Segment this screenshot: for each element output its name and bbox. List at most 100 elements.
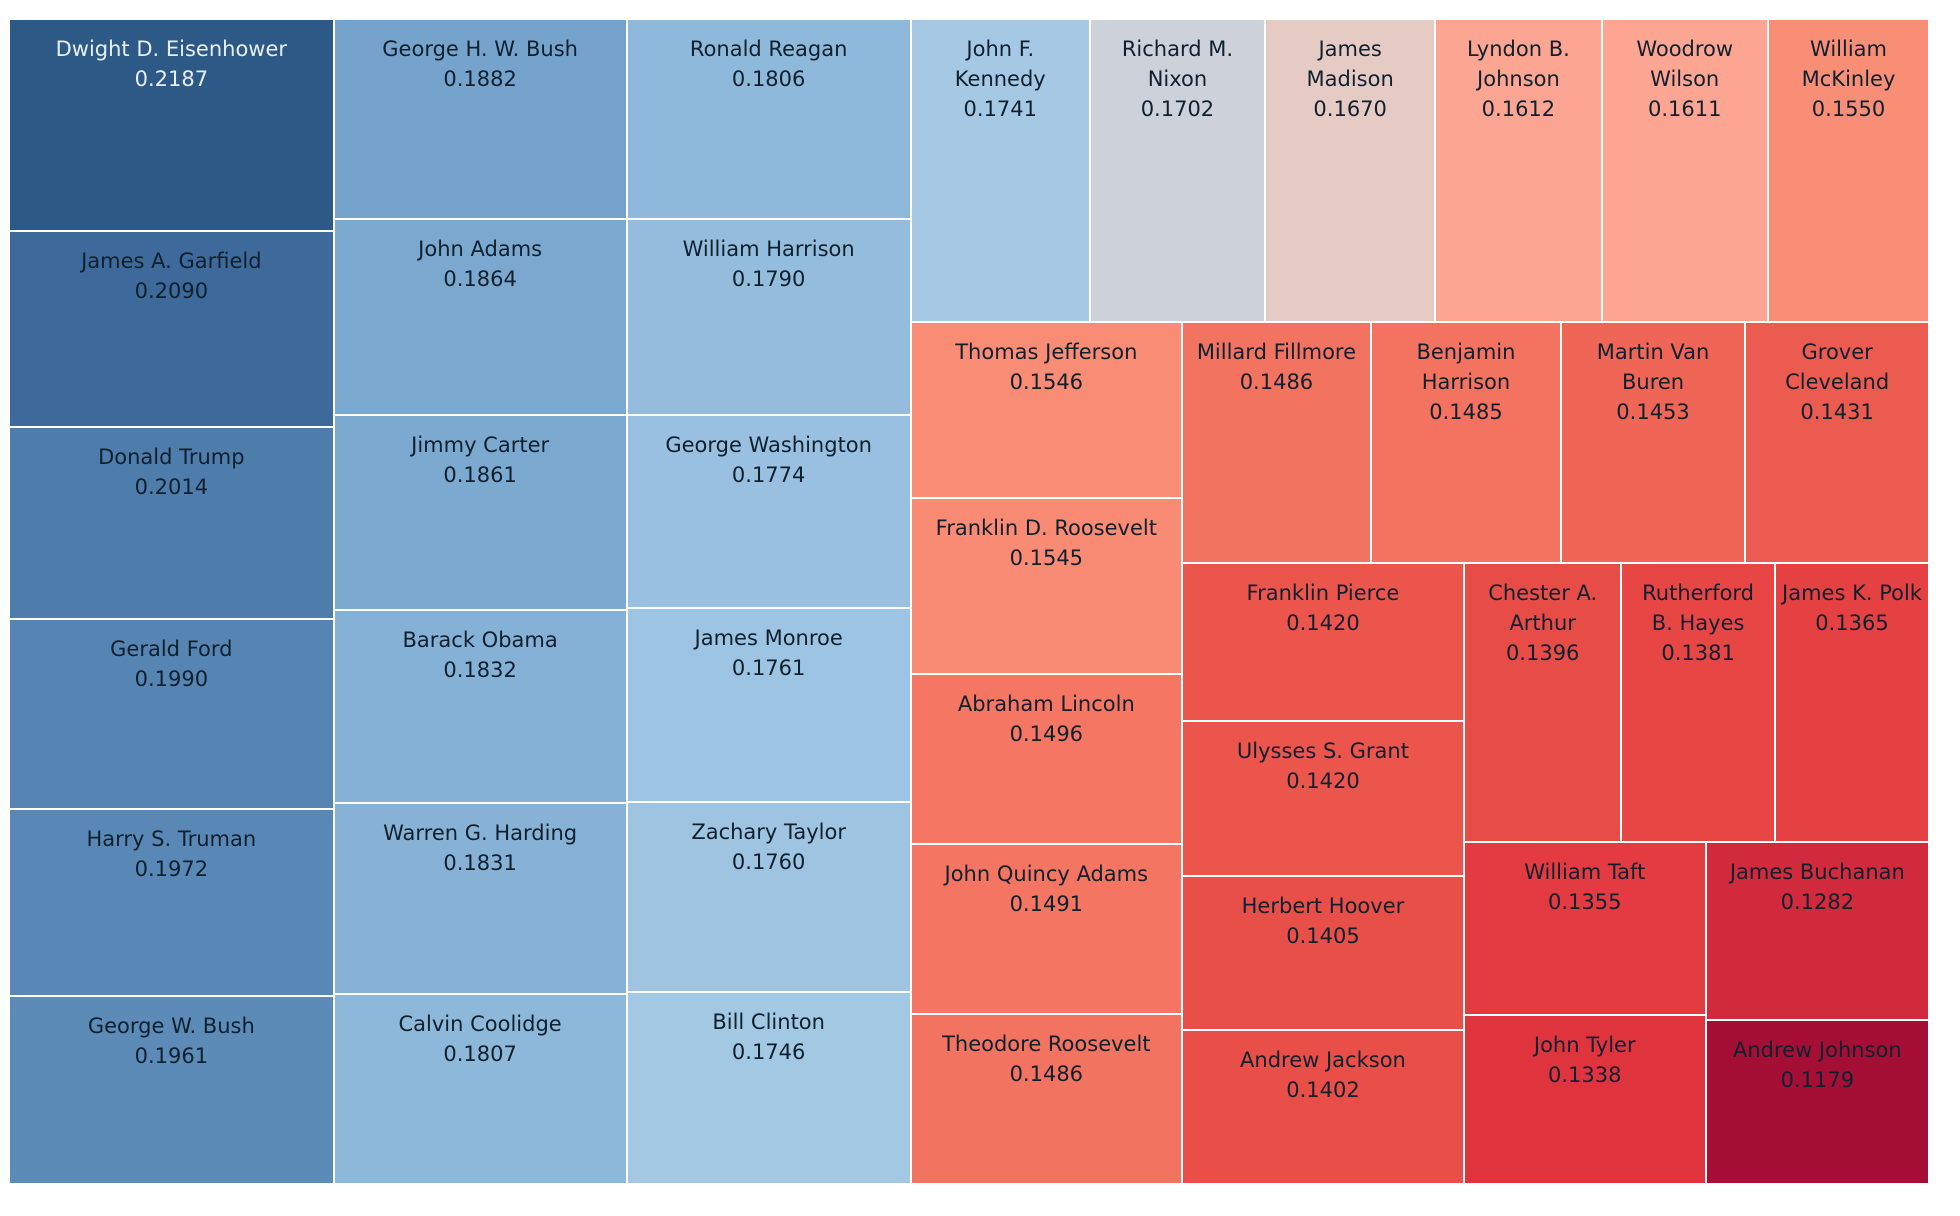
- tile-george-w-bush[interactable]: George W. Bush 0.1961: [10, 996, 335, 1185]
- tile-jimmy-carter[interactable]: Jimmy Carter 0.1861: [334, 415, 628, 612]
- president-name: Franklin Pierce: [1246, 581, 1400, 606]
- tile-label: Donald Trump 0.2014: [10, 428, 333, 502]
- tile-ulysses-s-grant[interactable]: Ulysses S. Grant 0.1420: [1182, 722, 1465, 877]
- president-name: Dwight D. Eisenhower: [55, 37, 288, 61]
- tile-bill-clinton[interactable]: Bill Clinton 0.1746: [627, 993, 912, 1185]
- tile-label: Barack Obama 0.1832: [335, 611, 626, 685]
- tile-john-adams[interactable]: John Adams 0.1864: [334, 220, 628, 416]
- tile-richard-m-nixon[interactable]: Richard M. Nixon 0.1702: [1090, 20, 1267, 323]
- treemap-chart: Dwight D. Eisenhower 0.2187 James A. Garfi…: [10, 20, 1950, 1208]
- tile-george-h-w-bush[interactable]: George H. W. Bush 0.1882: [334, 20, 628, 221]
- tile-james-madison[interactable]: James Madison 0.1670: [1266, 20, 1437, 323]
- president-value: 0.1761: [731, 656, 806, 681]
- tile-abraham-lincoln[interactable]: Abraham Lincoln 0.1496: [911, 674, 1183, 845]
- president-name: Jimmy Carter: [411, 432, 550, 457]
- tile-george-washington[interactable]: George Washington 0.1774: [627, 415, 912, 610]
- tile-label: Dwight D. Eisenhower 0.2187: [10, 20, 333, 94]
- tile-james-k-polk[interactable]: James K. Polk 0.1365: [1775, 564, 1931, 843]
- tile-james-buchanan[interactable]: James Buchanan 0.1282: [1706, 842, 1931, 1022]
- tile-john-tyler[interactable]: John Tyler 0.1338: [1465, 1015, 1707, 1185]
- president-value: 0.2014: [134, 475, 209, 500]
- tile-woodrow-wilson[interactable]: Woodrow Wilson 0.1611: [1602, 20, 1769, 323]
- president-value: 0.1496: [1009, 721, 1084, 746]
- tile-martin-van-buren[interactable]: Martin Van Buren 0.1453: [1562, 322, 1747, 565]
- president-name: Millard Fillmore: [1196, 339, 1357, 364]
- president-value: 0.1338: [1548, 1062, 1622, 1087]
- tile-warren-g-harding[interactable]: Warren G. Harding 0.1831: [334, 803, 628, 996]
- president-value: 0.1486: [1009, 1061, 1084, 1086]
- tile-john-f-kennedy[interactable]: John F. Kennedy 0.1741: [911, 20, 1091, 323]
- president-value: 0.1864: [443, 267, 517, 292]
- tile-barack-obama[interactable]: Barack Obama 0.1832: [334, 611, 628, 804]
- tile-william-taft[interactable]: William Taft 0.1355: [1465, 842, 1707, 1016]
- tile-label: Calvin Coolidge 0.1807: [335, 995, 626, 1069]
- tile-dwight-d-eisenhower[interactable]: Dwight D. Eisenhower 0.2187: [10, 20, 335, 232]
- president-name: Barack Obama: [402, 628, 558, 653]
- president-name: George H. W. Bush: [382, 37, 578, 61]
- tile-benjamin-harrison[interactable]: Benjamin Harrison 0.1485: [1371, 322, 1562, 565]
- tile-rutherford-b-hayes[interactable]: Rutherford B. Hayes 0.1381: [1622, 564, 1776, 843]
- tile-chester-a-arthur[interactable]: Chester A. Arthur 0.1396: [1465, 564, 1623, 843]
- president-name: Andrew Jackson: [1240, 1048, 1406, 1073]
- tile-thomas-jefferson[interactable]: Thomas Jefferson 0.1546: [911, 322, 1183, 499]
- president-name: Ronald Reagan: [689, 37, 848, 61]
- president-name: John Quincy Adams: [944, 861, 1149, 886]
- president-value: 0.1831: [443, 850, 517, 875]
- president-value: 0.1420: [1286, 611, 1360, 636]
- tile-label: James Monroe 0.1761: [628, 609, 910, 683]
- president-value: 0.2187: [134, 67, 209, 91]
- tile-label: William Taft 0.1355: [1465, 843, 1705, 917]
- president-value: 0.1760: [731, 849, 806, 874]
- tile-label: Theodore Roosevelt 0.1486: [912, 1015, 1181, 1089]
- president-value: 0.1545: [1009, 545, 1084, 570]
- president-value: 0.1179: [1780, 1068, 1855, 1093]
- president-value: 0.1486: [1239, 369, 1314, 394]
- tile-franklin-pierce[interactable]: Franklin Pierce 0.1420: [1182, 564, 1465, 723]
- president-name: Woodrow Wilson: [1636, 37, 1734, 91]
- tile-grover-cleveland[interactable]: Grover Cleveland 0.1431: [1746, 322, 1931, 565]
- tile-donald-trump[interactable]: Donald Trump 0.2014: [10, 428, 335, 620]
- tile-label: Grover Cleveland 0.1431: [1746, 323, 1928, 427]
- tile-andrew-jackson[interactable]: Andrew Jackson 0.1402: [1182, 1031, 1465, 1185]
- president-value: 0.1746: [731, 1040, 806, 1065]
- tile-william-harrison[interactable]: William Harrison 0.1790: [627, 220, 912, 416]
- president-value: 0.1670: [1313, 97, 1387, 121]
- tile-label: Zachary Taylor 0.1760: [628, 803, 910, 877]
- tile-gerald-ford[interactable]: Gerald Ford 0.1990: [10, 619, 335, 811]
- tile-john-quincy-adams[interactable]: John Quincy Adams 0.1491: [911, 844, 1183, 1015]
- tile-label: Franklin Pierce 0.1420: [1183, 564, 1463, 638]
- president-value: 0.1453: [1616, 399, 1690, 424]
- tile-label: Gerald Ford 0.1990: [10, 620, 333, 694]
- tile-label: George H. W. Bush 0.1882: [335, 20, 626, 94]
- tile-zachary-taylor[interactable]: Zachary Taylor 0.1760: [627, 802, 912, 994]
- president-name: Warren G. Harding: [383, 820, 578, 845]
- tile-herbert-hoover[interactable]: Herbert Hoover 0.1405: [1182, 876, 1465, 1032]
- president-name: James A. Garfield: [81, 249, 262, 273]
- tile-label: John F. Kennedy 0.1741: [912, 20, 1089, 124]
- president-name: James Buchanan: [1729, 859, 1905, 884]
- president-value: 0.1485: [1429, 399, 1503, 424]
- president-value: 0.2090: [134, 279, 209, 303]
- tile-lyndon-b-johnson[interactable]: Lyndon B. Johnson 0.1612: [1436, 20, 1603, 323]
- tile-william-mckinley[interactable]: William McKinley 0.1550: [1768, 20, 1931, 323]
- tile-james-monroe[interactable]: James Monroe 0.1761: [627, 609, 912, 803]
- tile-theodore-roosevelt[interactable]: Theodore Roosevelt 0.1486: [911, 1014, 1183, 1185]
- tile-calvin-coolidge[interactable]: Calvin Coolidge 0.1807: [334, 995, 628, 1185]
- tile-andrew-johnson[interactable]: Andrew Johnson 0.1179: [1706, 1021, 1931, 1185]
- president-name: Abraham Lincoln: [957, 691, 1135, 716]
- tile-james-a-garfield[interactable]: James A. Garfield 0.2090: [10, 232, 335, 429]
- president-name: Thomas Jefferson: [955, 339, 1138, 364]
- president-name: Richard M. Nixon: [1121, 37, 1234, 91]
- tile-label: Franklin D. Roosevelt 0.1545: [912, 499, 1181, 573]
- president-name: John Adams: [418, 237, 543, 262]
- tile-label: Millard Fillmore 0.1486: [1183, 323, 1370, 397]
- tile-label: Ulysses S. Grant 0.1420: [1183, 722, 1463, 796]
- tile-harry-s-truman[interactable]: Harry S. Truman 0.1972: [10, 810, 335, 997]
- tile-label: Richard M. Nixon 0.1702: [1091, 20, 1264, 124]
- president-value: 0.1702: [1140, 97, 1215, 121]
- president-name: James K. Polk: [1782, 581, 1922, 606]
- president-name: Calvin Coolidge: [398, 1012, 562, 1037]
- tile-ronald-reagan[interactable]: Ronald Reagan 0.1806: [627, 20, 912, 221]
- tile-millard-fillmore[interactable]: Millard Fillmore 0.1486: [1182, 322, 1372, 565]
- tile-franklin-d-roosevelt[interactable]: Franklin D. Roosevelt 0.1545: [911, 498, 1183, 675]
